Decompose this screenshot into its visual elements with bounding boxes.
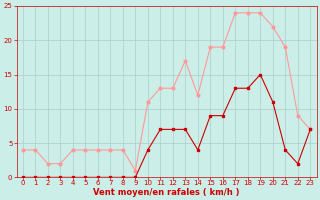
X-axis label: Vent moyen/en rafales ( km/h ): Vent moyen/en rafales ( km/h ): [93, 188, 240, 197]
